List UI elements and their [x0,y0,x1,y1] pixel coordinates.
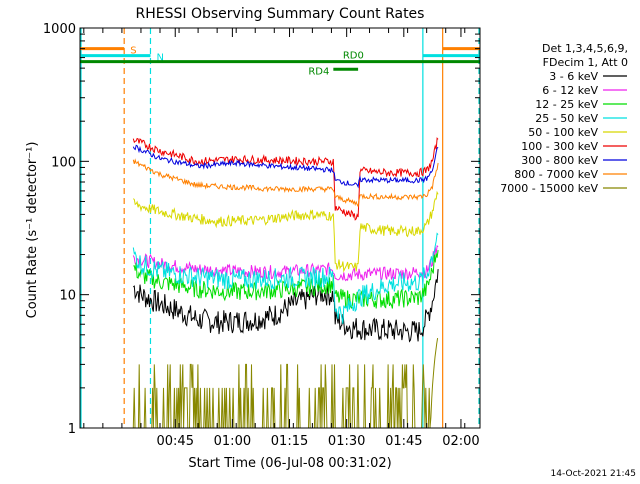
flag-n-label: N [156,53,163,64]
x-tick-label: 01:15 [271,434,308,449]
x-axis-label: Start Time (06-Jul-08 00:31:02) [188,456,391,471]
plot-frame [79,27,481,429]
x-tick-label: 01:00 [214,434,251,449]
legend-label: 300 - 800 keV [521,154,598,167]
legend-label: 25 - 50 keV [535,112,598,125]
x-tick-label: 01:45 [385,434,422,449]
series-7-line [132,158,439,208]
x-tick-label: 02:00 [442,434,479,449]
flag-s-label: S [130,46,136,57]
legend-label: 12 - 25 keV [535,98,598,111]
series-3-line [132,232,439,324]
y-tick-label: 1000 [43,22,76,37]
chart-title: RHESSI Observing Summary Count Rates [136,6,425,22]
legend-label: 800 - 7000 keV [514,168,598,181]
legend-label: 3 - 6 keV [549,70,598,83]
x-tick-label: 01:30 [328,434,365,449]
legend-label: 6 - 12 keV [542,84,598,97]
legend-label: 100 - 300 keV [521,140,598,153]
y-tick-label: 100 [51,155,76,170]
legend-label: 50 - 100 keV [528,126,598,139]
y-tick-label: 10 [59,289,76,304]
series-2-line [133,250,439,310]
legend-header: FDecim 1, Att 0 [543,56,628,69]
footer-date: 14-Oct-2021 21:45 [551,469,636,479]
flag-rd4-label: RD4 [308,66,329,77]
series-4-line [132,190,439,273]
series-6-line [132,144,439,189]
x-tick-label: 00:45 [157,434,194,449]
flag-rd0-label: RD0 [343,51,364,62]
legend-label: 7000 - 15000 keV [500,182,598,195]
y-axis-label: Count Rate (s⁻¹ detector⁻¹) [25,142,40,319]
series-5-line [132,137,439,221]
y-tick-label: 1 [68,422,76,437]
series-0-line [133,269,439,343]
legend-header: Det 1,3,4,5,6,9, [542,42,628,55]
